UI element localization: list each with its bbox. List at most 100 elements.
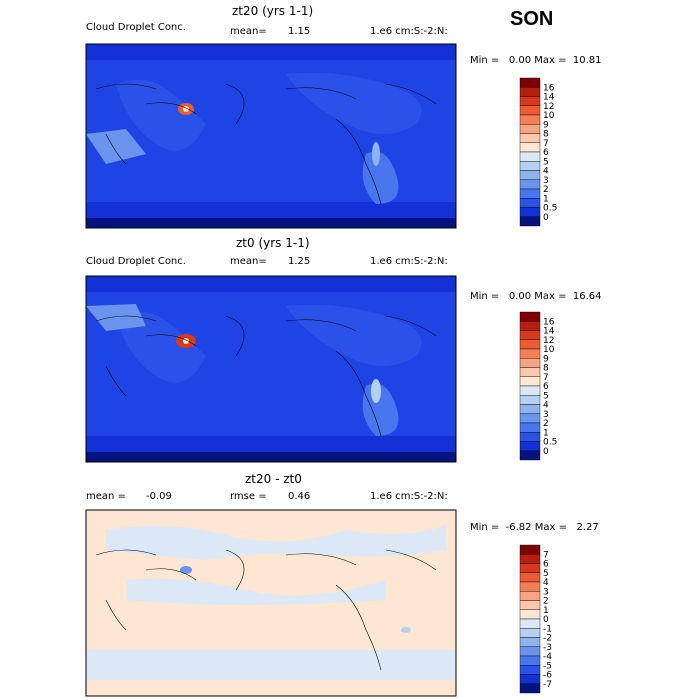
colorbar-segment	[519, 311, 541, 322]
colorbar-tick-label: 8	[543, 130, 549, 140]
map-border	[85, 43, 457, 229]
colorbar-segment	[519, 395, 541, 405]
colorbar-tick-label: 12	[543, 336, 554, 346]
colorbar-tick-label: 0	[543, 615, 549, 625]
colorbar-segment	[519, 105, 541, 116]
negative-hotspot	[401, 627, 411, 633]
min-max-label: Min = 0.00 Max = 16.64	[470, 291, 602, 302]
colorbar-segment	[519, 646, 541, 657]
colorbar-tick-label: -3	[543, 643, 552, 653]
colorbar-segment	[519, 321, 541, 331]
colorbar-tick-label: 4	[543, 578, 549, 588]
mean-value: 1.15	[288, 26, 311, 37]
colorbar-tick-label: 5	[543, 391, 549, 401]
colorbar-tick-label: 3	[543, 410, 549, 420]
colorbar-tick-label: 7	[543, 373, 549, 383]
rmse-label: rmse =	[230, 491, 267, 502]
continent-field	[116, 312, 206, 383]
colorbar-segment	[519, 413, 541, 424]
colorbar-segment	[519, 581, 541, 592]
colorbar-tick-label: 6	[543, 382, 549, 392]
units-label: 1.e6 cm:S:-2:N:	[370, 256, 448, 267]
colorbar-segment	[519, 124, 541, 134]
colorbar-tick-label: 8	[543, 364, 549, 374]
colorbar-tick-label: 2	[543, 419, 549, 429]
colorbar-tick-label: 14	[543, 93, 555, 103]
continent-field	[86, 304, 146, 331]
colorbar-segment	[519, 637, 541, 647]
colorbar-segment	[519, 142, 541, 153]
min-max-label: Min = -6.82 Max = 2.27	[470, 522, 599, 533]
colorbar-segment	[519, 544, 541, 555]
colorbar-segment	[519, 216, 541, 227]
colorbar-segment	[519, 348, 541, 359]
ocean-field	[86, 44, 456, 228]
mean-value: -0.09	[146, 491, 172, 502]
colorbar-tick-label: 0.5	[543, 204, 557, 214]
colorbar-tick-label: 9	[543, 120, 549, 130]
colorbar-tick-label: 0	[543, 447, 549, 457]
coastlines	[95, 315, 437, 437]
map	[85, 275, 457, 463]
panel-title: zt0 (yrs 1-1)	[236, 236, 310, 250]
colorbar-tick-label: 12	[543, 102, 554, 112]
colorbar-tick-label: 1	[543, 194, 549, 204]
colorbar-segment	[519, 198, 541, 208]
colorbar-tick-label: 6	[543, 560, 549, 570]
variable-label: Cloud Droplet Conc.	[86, 256, 186, 267]
antarctica-field	[86, 218, 456, 228]
colorbar-tick-label: -7	[543, 680, 552, 690]
mean-label: mean =	[86, 491, 126, 502]
colorbar-segment	[519, 665, 541, 675]
colorbar-segment	[519, 450, 541, 461]
panel-title: zt20 (yrs 1-1)	[232, 4, 314, 18]
map-border	[85, 275, 457, 463]
colorbar-tick-label: 1	[543, 428, 549, 438]
colorbar-tick-label: 10	[543, 345, 555, 355]
map	[85, 43, 457, 229]
antarctica-field	[86, 452, 456, 462]
colorbar-tick-label: 0	[543, 213, 549, 223]
negative-band	[86, 650, 456, 680]
colorbar-segment	[519, 609, 541, 620]
arctic-band	[86, 276, 456, 292]
continent-field	[116, 80, 206, 151]
colorbar-segment	[519, 385, 541, 396]
arctic-band	[86, 44, 456, 60]
colorbar-segment	[519, 179, 541, 190]
colorbar-tick-label: -5	[543, 661, 552, 671]
negative-region	[106, 525, 446, 560]
colorbar-tick-label: 7	[543, 550, 549, 560]
mean-label: mean=	[230, 26, 267, 37]
colorbar-tick-label: 0.5	[543, 438, 557, 448]
colorbar-tick-label: 6	[543, 148, 549, 158]
colorbar-segment	[519, 591, 541, 601]
colorbar-segment	[519, 330, 541, 340]
colorbar-segment	[519, 441, 541, 451]
colorbar-segment	[519, 77, 541, 88]
negative-hotspot	[180, 566, 192, 574]
colorbar-tick-label: -6	[543, 671, 552, 681]
colorbar-segment	[519, 170, 541, 180]
colorbar-tick-label: 16	[543, 317, 555, 327]
colorbar-segment	[519, 655, 541, 666]
negative-region	[126, 578, 386, 605]
panel-title: zt20 - zt0	[245, 472, 302, 486]
mean-value: 1.25	[288, 256, 311, 267]
colorbar-segment	[519, 87, 541, 97]
colorbar-tick-label: 9	[543, 354, 549, 364]
ocean-field	[86, 276, 456, 462]
colorbar-tick-label: 4	[543, 167, 549, 177]
continent-field	[286, 304, 422, 366]
variable-label: Cloud Droplet Conc.	[86, 22, 186, 33]
map-border	[85, 509, 457, 697]
coastlines	[95, 549, 437, 671]
colorbar-segment	[519, 600, 541, 610]
colorbar-segment	[519, 432, 541, 442]
colorbar-segment	[519, 114, 541, 125]
colorbar-tick-label: 2	[543, 597, 549, 607]
colorbar-segment	[519, 376, 541, 387]
colorbar-segment	[519, 207, 541, 217]
